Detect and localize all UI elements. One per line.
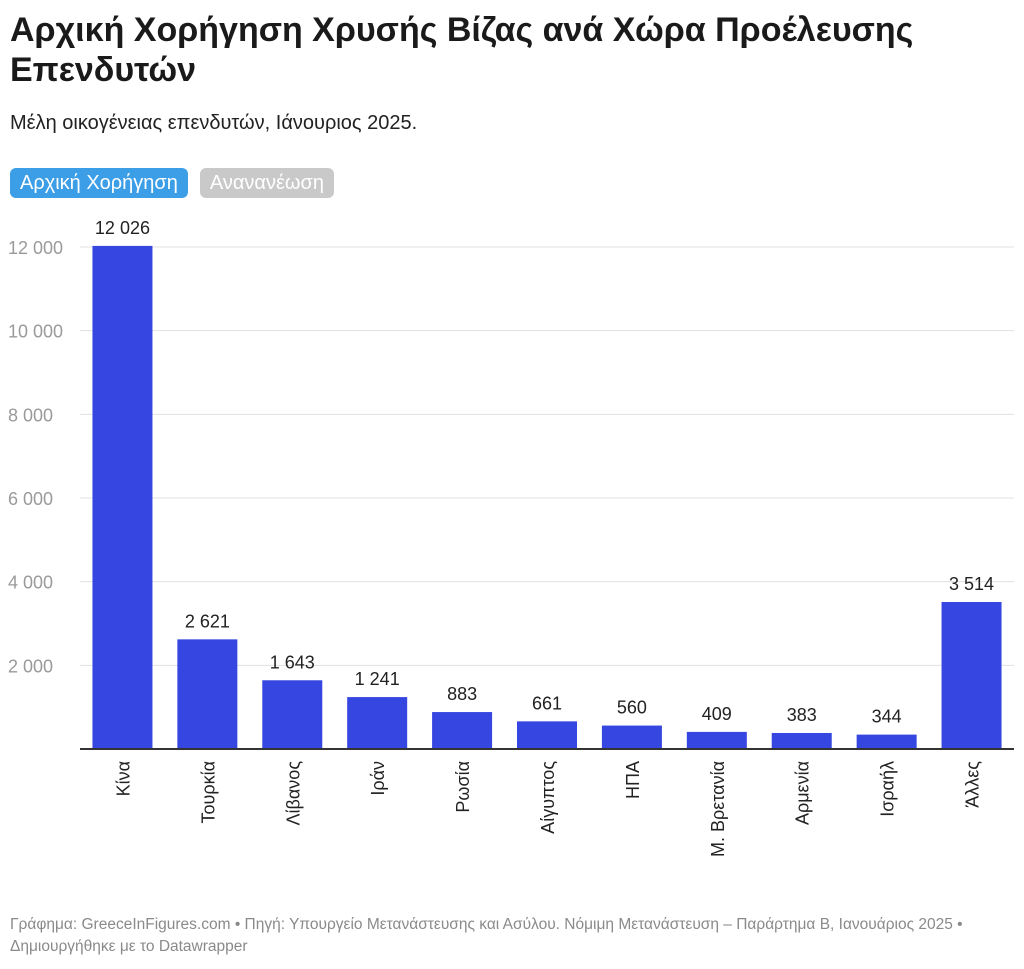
data-label: 383 (787, 705, 817, 725)
bar (771, 732, 832, 749)
toggle-group: Αρχική Χορήγηση Ανανανέωση (10, 168, 334, 198)
data-label: 883 (447, 684, 477, 704)
x-tick-label: Ισραήλ (878, 761, 898, 817)
y-tick-label: 10 000 (8, 322, 63, 342)
chart-footer: Γράφημα: GreeceInFigures.com • Πηγή: Υπο… (10, 916, 963, 955)
bar (92, 245, 153, 749)
x-tick-label: Τουρκία (198, 761, 218, 824)
data-label: 1 643 (270, 652, 315, 672)
bar (262, 680, 323, 749)
bar (941, 601, 1002, 749)
data-label: 409 (702, 704, 732, 724)
x-tick-label: Κίνα (113, 761, 133, 796)
bar (517, 721, 577, 749)
x-tick-label: Άλλες (963, 761, 983, 808)
bar (686, 731, 747, 749)
y-tick-label: 8 000 (8, 405, 53, 425)
bar (601, 725, 662, 749)
bar-chart: 2 000 4 000 6 000 8 000 10 000 12 000 12 026 Κί… (8, 218, 1014, 857)
data-label: 661 (532, 693, 562, 713)
x-tick-label: Ιράν (368, 761, 388, 796)
x-tick-label: ΗΠΑ (623, 761, 643, 799)
data-label: 12 026 (95, 218, 150, 238)
bar (856, 734, 917, 749)
x-tick-label: Αίγυπτος (538, 761, 558, 834)
chart-subtitle: Μέλη οικογένειας επενδυτών, Ιάνουριος 20… (10, 112, 418, 134)
bar (347, 697, 408, 749)
bar (177, 639, 238, 749)
toggle-renewal[interactable]: Ανανανέωση (199, 168, 334, 198)
chart-title: Αρχική Χορήγηση Χρυσής Βίζας ανά Χώρα Πρ… (10, 11, 914, 89)
y-tick-label: 12 000 (8, 238, 63, 258)
data-label: 560 (617, 698, 647, 718)
data-label: 2 621 (185, 611, 230, 631)
x-tick-label: Ρωσία (453, 761, 473, 813)
toggle-initial-grant[interactable]: Αρχική Χορήγηση (10, 168, 188, 198)
y-tick-label: 6 000 (8, 489, 53, 509)
x-tick-label: Μ. Βρετανία (708, 761, 728, 857)
y-tick-label: 4 000 (8, 573, 53, 593)
data-label: 344 (872, 707, 902, 727)
x-tick-label: Αρμενία (793, 761, 813, 825)
data-label: 1 241 (355, 669, 400, 689)
x-tick-label: Λίβανος (283, 761, 303, 826)
bar (432, 712, 493, 749)
y-tick-label: 2 000 (8, 656, 53, 676)
data-label: 3 514 (949, 574, 994, 594)
